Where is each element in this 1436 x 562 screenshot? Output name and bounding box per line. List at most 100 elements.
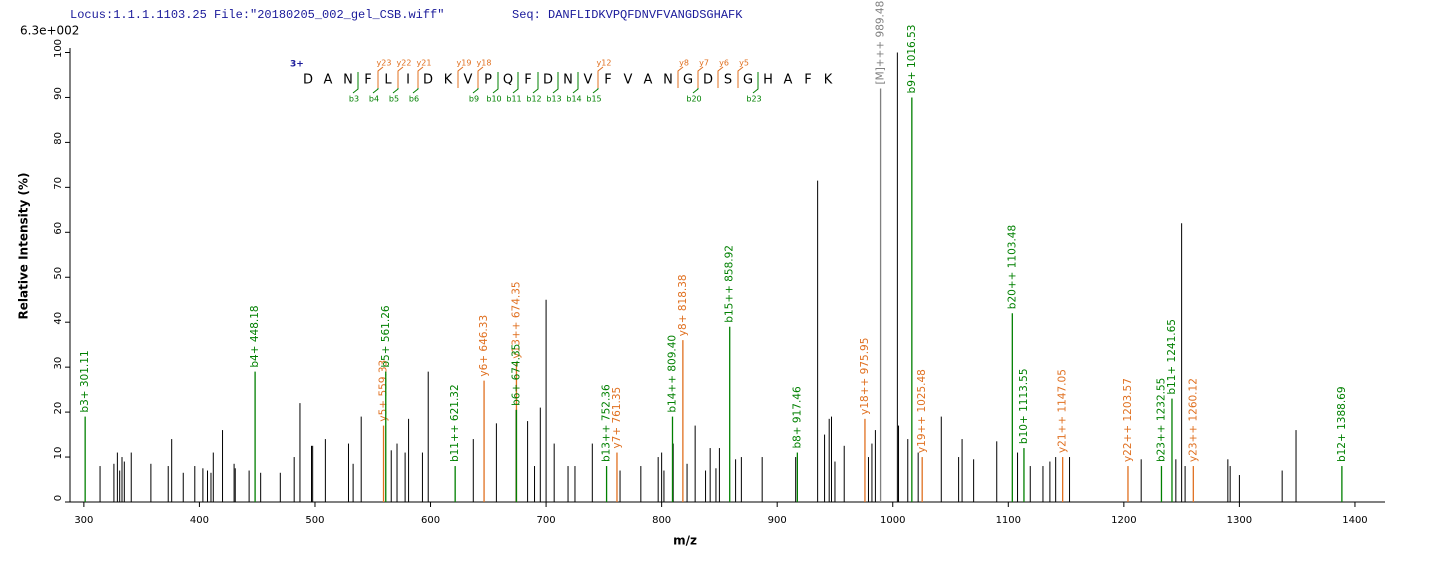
y-ion-mark xyxy=(717,66,724,88)
y-ion-label: y21 xyxy=(417,59,432,68)
y-tick-label: 20 xyxy=(53,402,64,415)
peak-label: y23++ 1260.12 xyxy=(1187,378,1199,462)
residue: F xyxy=(804,73,811,88)
peak-label: y13++ 674.35 xyxy=(510,281,522,358)
b-ion-mark xyxy=(392,72,399,94)
peak-label: b4+ 448.18 xyxy=(249,305,261,367)
residue: D xyxy=(423,73,433,88)
peak-label: b13++ 752.36 xyxy=(601,384,613,462)
b-ion-label: b10 xyxy=(486,95,501,104)
residue: N xyxy=(563,73,573,88)
residue: D xyxy=(703,73,713,88)
residue: V xyxy=(464,73,473,88)
y-tick-label: 10 xyxy=(53,447,64,460)
residue: G xyxy=(743,73,753,88)
b-ion-mark xyxy=(412,72,419,94)
peak-label: b5+ 561.26 xyxy=(380,305,392,368)
residue: S xyxy=(724,73,732,88)
b-ion-mark xyxy=(492,72,499,94)
y-ion-mark xyxy=(397,66,404,88)
b-ion-label: b23 xyxy=(746,95,761,104)
residue: Q xyxy=(503,73,513,88)
b-ion-mark xyxy=(352,72,359,94)
y-ion-mark xyxy=(737,66,744,88)
b-ion-mark xyxy=(532,72,539,94)
y-tick-label: 50 xyxy=(53,267,64,280)
y-ion-mark xyxy=(697,66,704,88)
peak-label: b3+ 301.11 xyxy=(79,350,91,412)
b-ion-label: b13 xyxy=(546,95,561,104)
peak-label: y21++ 1147.05 xyxy=(1057,369,1069,453)
y-ion-label: y8 xyxy=(679,59,689,68)
x-tick-label: 500 xyxy=(305,515,324,526)
x-tick-label: 300 xyxy=(74,515,93,526)
y-ion-label: y22 xyxy=(397,59,412,68)
y-ion-mark xyxy=(377,66,384,88)
peak-label: b6+ 674.35 xyxy=(510,344,522,406)
sequence-label: Seq: DANFLIDKVPQFDNVFVANGDSGHAFK xyxy=(512,8,743,22)
peak-label: b9+ 1016.53 xyxy=(906,25,918,94)
b-ion-label: b4 xyxy=(369,95,379,104)
residue: V xyxy=(624,73,633,88)
residue: A xyxy=(324,73,333,88)
peak-label: y18++ 975.95 xyxy=(859,338,871,415)
b-ion-label: b6 xyxy=(409,95,419,104)
residue: N xyxy=(663,73,673,88)
peak-label: b11+ 1241.65 xyxy=(1166,319,1178,395)
residue: N xyxy=(343,73,353,88)
y-axis-label: Relative Intensity (%) xyxy=(17,173,31,320)
x-tick-label: 800 xyxy=(652,515,671,526)
y-ion-label: y19 xyxy=(457,59,472,68)
peak-label: b23++ 1232.55 xyxy=(1155,378,1167,462)
y-ion-label: y12 xyxy=(597,59,612,68)
residue: D xyxy=(543,73,553,88)
peak-label: y7+ 761.35 xyxy=(611,387,623,449)
y-tick-label: 30 xyxy=(53,357,64,370)
residue: A xyxy=(644,73,653,88)
b-ion-mark xyxy=(592,72,599,94)
residue: I xyxy=(406,73,410,88)
b-ion-label: b15 xyxy=(586,95,601,104)
y-ion-label: y6 xyxy=(719,59,729,68)
residue: F xyxy=(524,73,531,88)
b-ion-mark xyxy=(572,72,579,94)
y-ion-mark xyxy=(457,66,464,88)
residue: D xyxy=(303,73,313,88)
x-tick-label: 600 xyxy=(421,515,440,526)
y-tick-label: 40 xyxy=(53,312,64,325)
peak-label: b12+ 1388.69 xyxy=(1336,386,1348,462)
residue: K xyxy=(824,73,833,88)
peak-label: b11++ 621.32 xyxy=(449,384,461,462)
b-ion-label: b3 xyxy=(349,95,359,104)
y-tick-label: 90 xyxy=(53,87,64,100)
x-tick-label: 1300 xyxy=(1227,515,1252,526)
b-ion-mark xyxy=(692,72,699,94)
peak-label: y5+ 559.33 xyxy=(378,360,390,422)
peak-label: b15++ 858.92 xyxy=(724,245,736,323)
residue: F xyxy=(604,73,611,88)
b-ion-mark xyxy=(552,72,559,94)
residue: A xyxy=(784,73,793,88)
peak-label: b20++ 1103.48 xyxy=(1006,225,1018,309)
y-ion-label: y5 xyxy=(739,59,749,68)
peak-label: y6+ 646.33 xyxy=(478,315,490,377)
y-tick-label: 70 xyxy=(53,177,64,190)
b-ion-label: b20 xyxy=(686,95,701,104)
y-tick-label: 60 xyxy=(53,222,64,235)
peak-label: b8+ 917.46 xyxy=(791,386,803,449)
peak-label: y22++ 1203.57 xyxy=(1122,378,1134,462)
residue: G xyxy=(683,73,693,88)
peak-label: b14++ 809.40 xyxy=(666,335,678,413)
charge-label: 3+ xyxy=(290,60,304,70)
residue: K xyxy=(444,73,453,88)
residue: F xyxy=(364,73,371,88)
scale-label: 6.3e+002 xyxy=(20,24,79,38)
peak-label: y19++ 1025.48 xyxy=(916,369,928,453)
b-ion-label: b12 xyxy=(526,95,541,104)
b-ion-mark xyxy=(372,72,379,94)
x-tick-label: 1000 xyxy=(880,515,905,526)
x-axis-label: m/z xyxy=(673,534,697,548)
residue: V xyxy=(584,73,593,88)
y-tick-label: 0 xyxy=(53,495,64,501)
